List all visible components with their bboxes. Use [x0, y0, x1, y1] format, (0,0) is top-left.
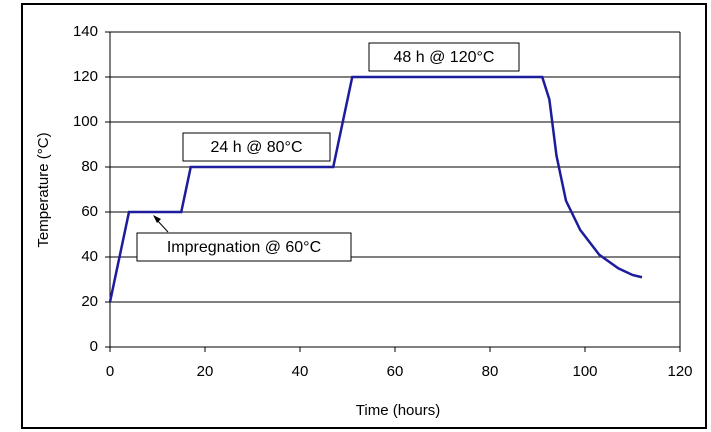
y-tick-label: 20: [81, 293, 98, 310]
x-tick-label: 80: [482, 363, 499, 380]
y-tick-label: 120: [73, 68, 98, 85]
annotation-box: [182, 132, 331, 162]
x-tick-label: 20: [197, 363, 214, 380]
y-axis-label: Temperature (°C): [35, 132, 52, 247]
x-tick-label: 100: [572, 363, 597, 380]
chart-frame: [21, 3, 707, 429]
arrow-head: [153, 215, 161, 223]
annotation: Impregnation @ 60°C: [167, 239, 321, 256]
y-tick-label: 0: [90, 338, 98, 355]
x-tick-label: 120: [667, 363, 692, 380]
y-tick-label: 40: [81, 248, 98, 265]
x-tick-label: 60: [387, 363, 404, 380]
x-tick-label: 0: [106, 363, 114, 380]
data-line: [108, 75, 643, 303]
y-tick-label: 100: [73, 113, 98, 130]
y-tick-label: 140: [73, 23, 98, 40]
annotation-box: [136, 232, 352, 262]
x-tick-label: 40: [292, 363, 309, 380]
y-tick-label: 80: [81, 158, 98, 175]
y-tick-label: 60: [81, 203, 98, 220]
annotation: 48 h @ 120°C: [394, 49, 495, 66]
x-axis-label: Time (hours): [356, 402, 440, 419]
annotation: 24 h @ 80°C: [210, 139, 302, 156]
annotation-box: [368, 42, 520, 72]
